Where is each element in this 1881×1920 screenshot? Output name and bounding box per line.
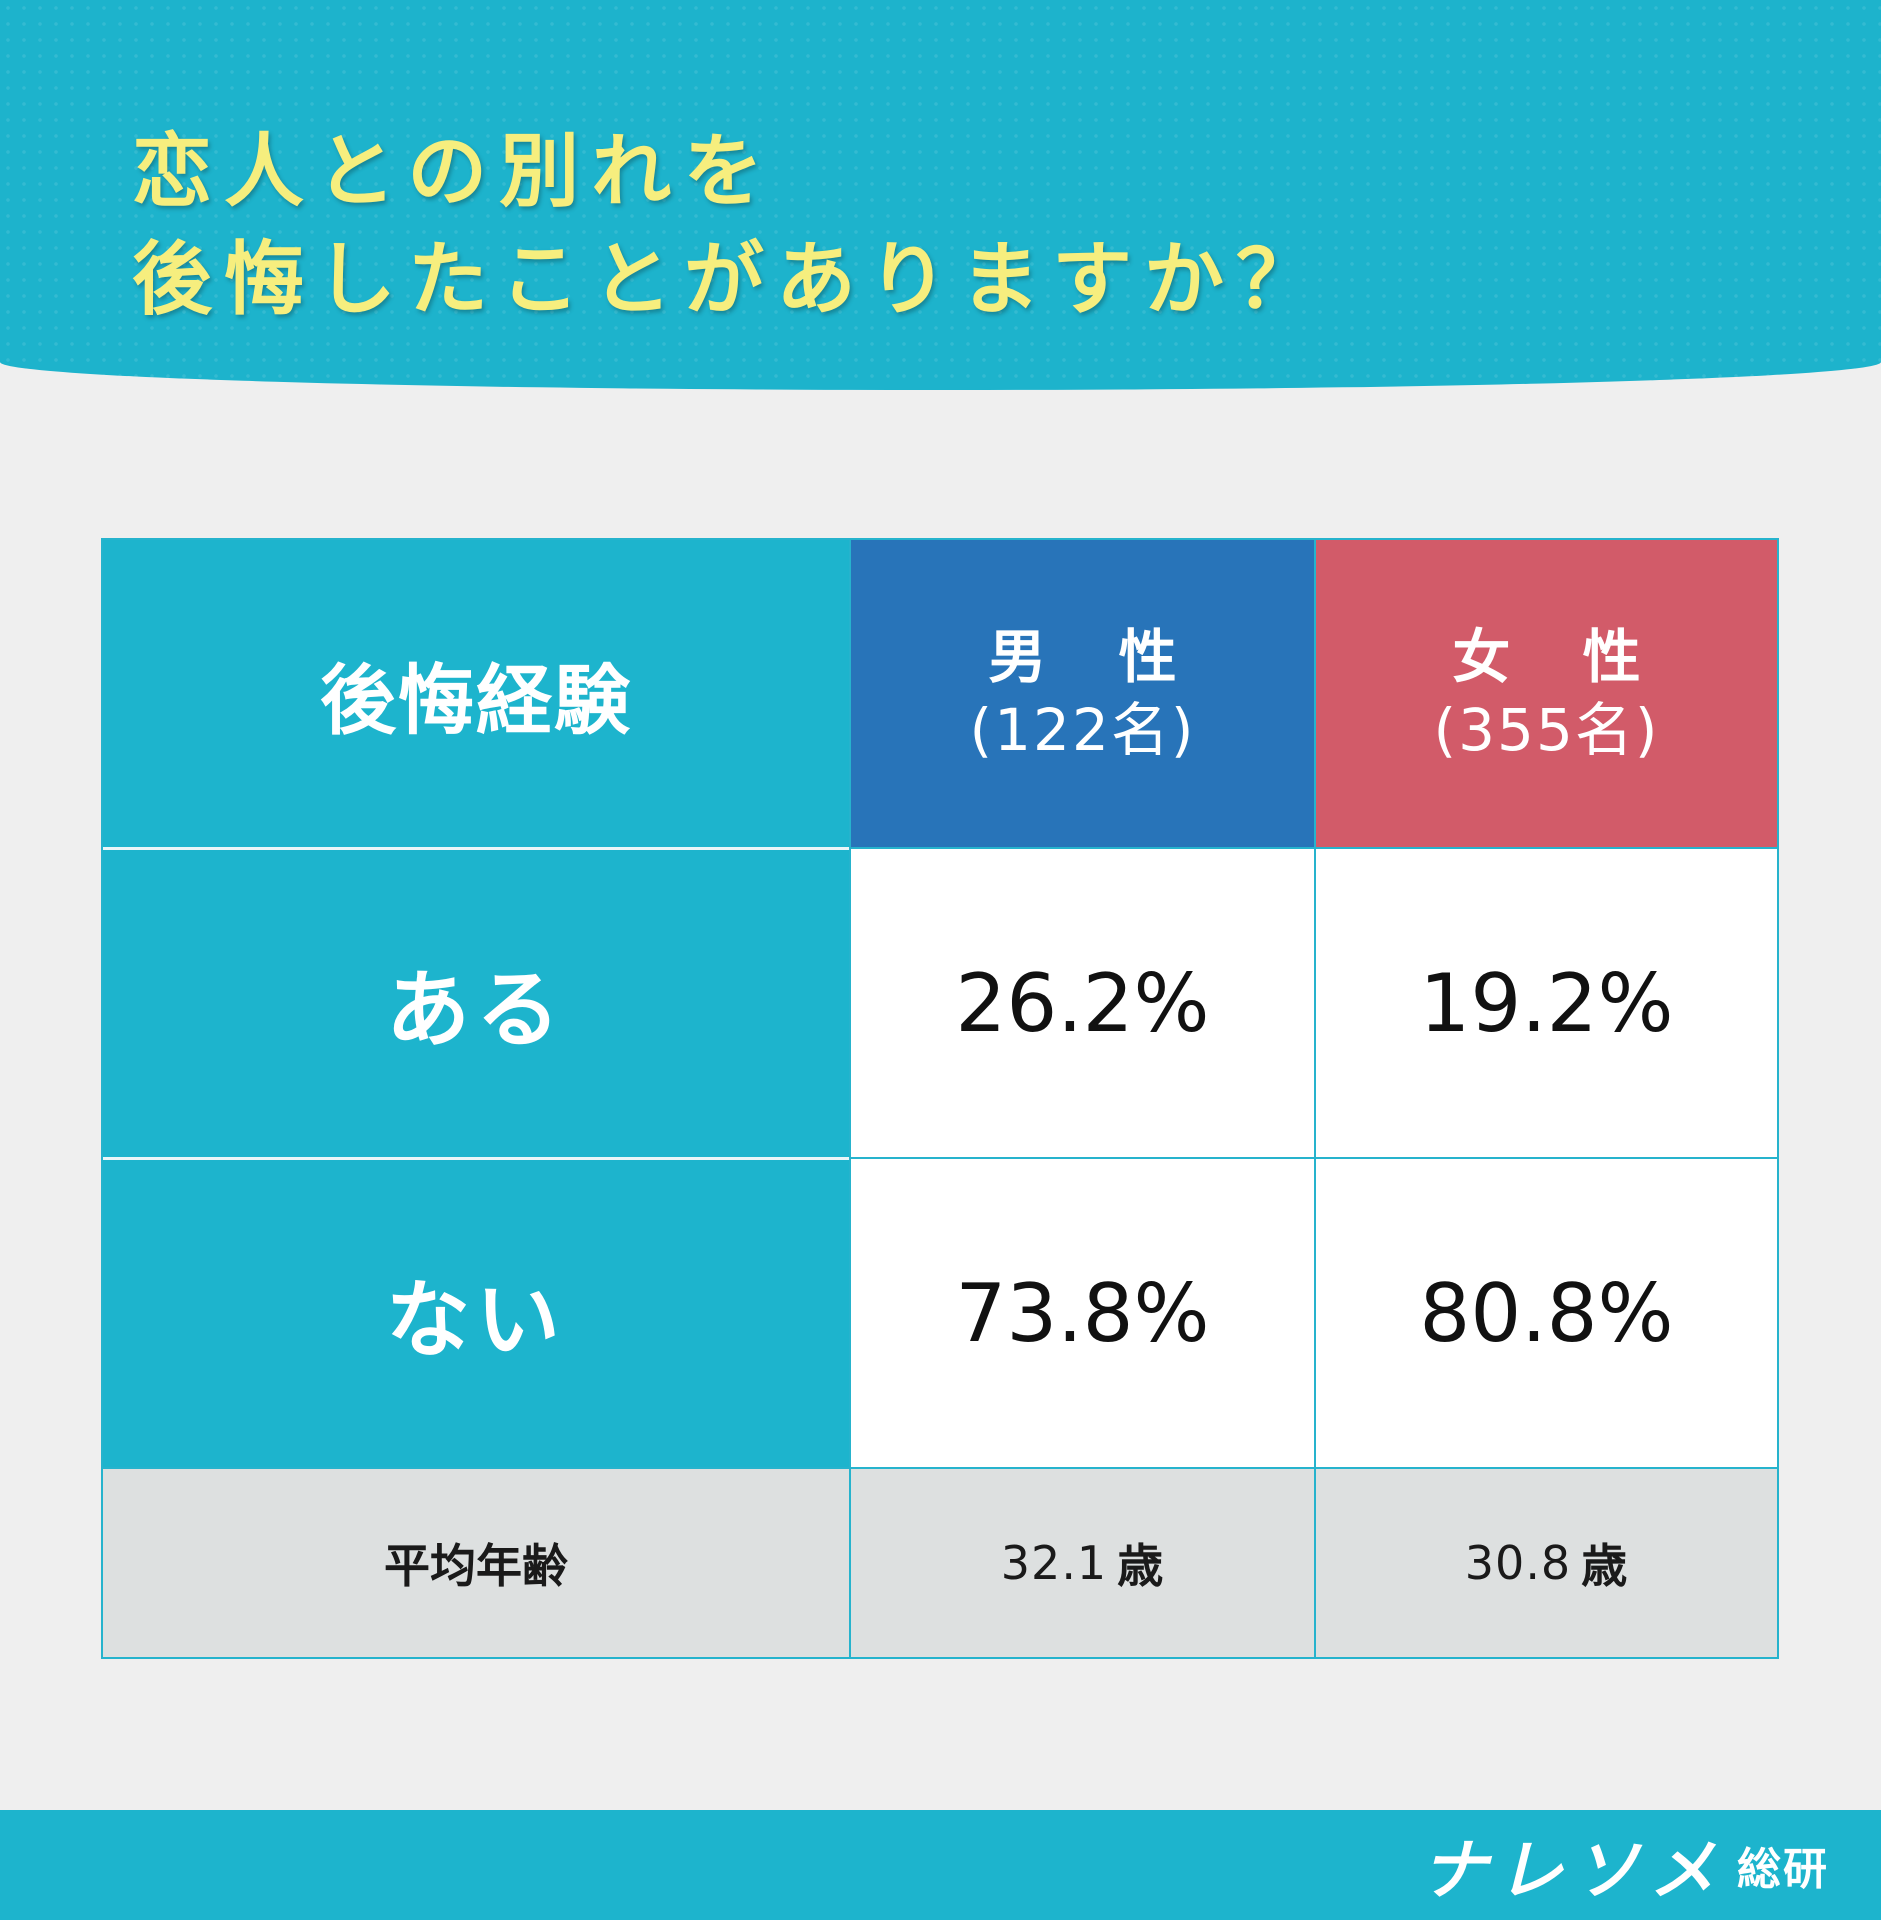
value-no-women: 80.8% (1314, 1157, 1777, 1467)
survey-table: 後悔経験 男 性 (122名) 女 性 (355名) ある 26.2% 19.2… (101, 538, 1779, 1659)
avg-age-men: 32.1 歳 (849, 1467, 1314, 1657)
header-banner: 恋人との別れを 後悔したことがありますか？ (0, 0, 1881, 390)
avg-age-men-value: 32.1 (1000, 1536, 1108, 1590)
row-label-yes: ある (103, 847, 849, 1157)
corner-header: 後悔経験 (103, 540, 849, 847)
brand-logo: ナレソメ 総研 (1421, 1830, 1829, 1909)
footer-bar (0, 1810, 1881, 1920)
value-yes-men: 26.2% (849, 847, 1314, 1157)
avg-age-women-unit: 歳 (1581, 1539, 1629, 1593)
row-label-no: ない (103, 1157, 849, 1467)
brand-logo-kana: ナレソメ (1421, 1832, 1725, 1909)
column-header-women-count: (355名) (1433, 695, 1660, 764)
title-line-1: 恋人との別れを (132, 125, 776, 218)
brand-logo-kanji: 総研 (1737, 1844, 1829, 1895)
column-header-women: 女 性 (355名) (1314, 540, 1777, 847)
column-header-men-label: 男 性 (988, 623, 1203, 691)
value-yes-women: 19.2% (1314, 847, 1777, 1157)
column-header-men-count: (122名) (969, 695, 1196, 764)
column-header-women-label: 女 性 (1452, 623, 1667, 691)
page-title: 恋人との別れを 後悔したことがありますか？ (132, 118, 1328, 334)
title-line-2: 後悔したことがありますか？ (132, 233, 1328, 326)
value-no-men: 73.8% (849, 1157, 1314, 1467)
avg-age-men-unit: 歳 (1117, 1539, 1165, 1593)
avg-age-label: 平均年齢 (103, 1467, 849, 1657)
avg-age-women-value: 30.8 (1464, 1536, 1572, 1590)
avg-age-women: 30.8 歳 (1314, 1467, 1777, 1657)
column-header-men: 男 性 (122名) (849, 540, 1314, 847)
